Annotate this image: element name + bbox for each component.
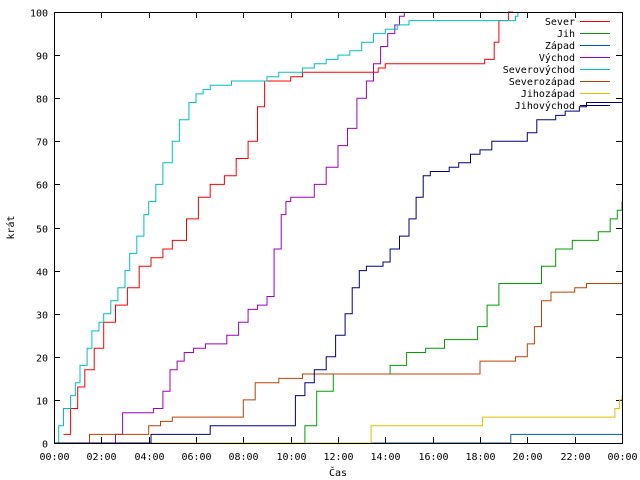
x-tick-label: 16:00 (418, 452, 448, 463)
x-tick-label: 12:00 (323, 452, 353, 463)
y-tick-label: 100 (30, 9, 48, 20)
x-tick-label: 18:00 (465, 452, 495, 463)
x-tick-label: 06:00 (181, 452, 211, 463)
x-tick-label: 00:00 (607, 452, 637, 463)
x-axis-label: Čas (329, 466, 347, 479)
legend-label: Jihovýchod (515, 100, 575, 112)
series-line-jih (54, 201, 623, 444)
x-tick-label: 22:00 (560, 452, 590, 463)
y-axis-label: krát (5, 215, 17, 239)
x-tick-label: 20:00 (512, 452, 542, 463)
legend: SeverJihZápadVýchodSeverovýchodSeverozáp… (503, 17, 610, 112)
y-tick-label: 20 (36, 354, 48, 365)
y-tick-label: 90 (36, 52, 48, 63)
legend-label: Jih (557, 29, 575, 40)
x-tick-label: 00:00 (39, 452, 69, 463)
y-tick-label: 80 (36, 95, 48, 106)
y-tick-label: 60 (36, 181, 48, 192)
legend-label: Sever (545, 17, 575, 28)
x-tick-label: 14:00 (370, 452, 400, 463)
axis-ticks: 0 10 20 30 40 50 60 70 80 90 100 00:00 02:00 04:00 06:… (30, 9, 638, 464)
y-tick-label: 40 (36, 268, 48, 279)
legend-label: Jihozápad (521, 88, 575, 100)
legend-label: Východ (539, 52, 575, 64)
x-tick-label: 02:00 (86, 452, 116, 463)
y-tick-label: 70 (36, 138, 48, 149)
legend-label: Západ (545, 40, 575, 52)
series-line-jihozapad (54, 395, 623, 444)
legend-label: Severovýchod (503, 64, 575, 76)
y-tick-label: 50 (36, 225, 48, 236)
x-tick-label: 04:00 (134, 452, 164, 463)
y-tick-label: 10 (36, 397, 48, 408)
series-line-vychod (54, 12, 405, 444)
y-tick-label: 30 (36, 311, 48, 322)
series-line-jihovychod (54, 102, 622, 444)
series-line-severovychod (54, 12, 519, 444)
x-tick-label: 08:00 (228, 452, 258, 463)
legend-label: Severozápad (509, 76, 575, 88)
series-line-sever (63, 11, 514, 435)
x-tick-label: 10:00 (276, 452, 306, 463)
series-line-severozapad (54, 283, 622, 444)
plot-series (54, 11, 623, 444)
y-tick-label: 0 (42, 440, 48, 451)
plot-frame (54, 12, 623, 444)
